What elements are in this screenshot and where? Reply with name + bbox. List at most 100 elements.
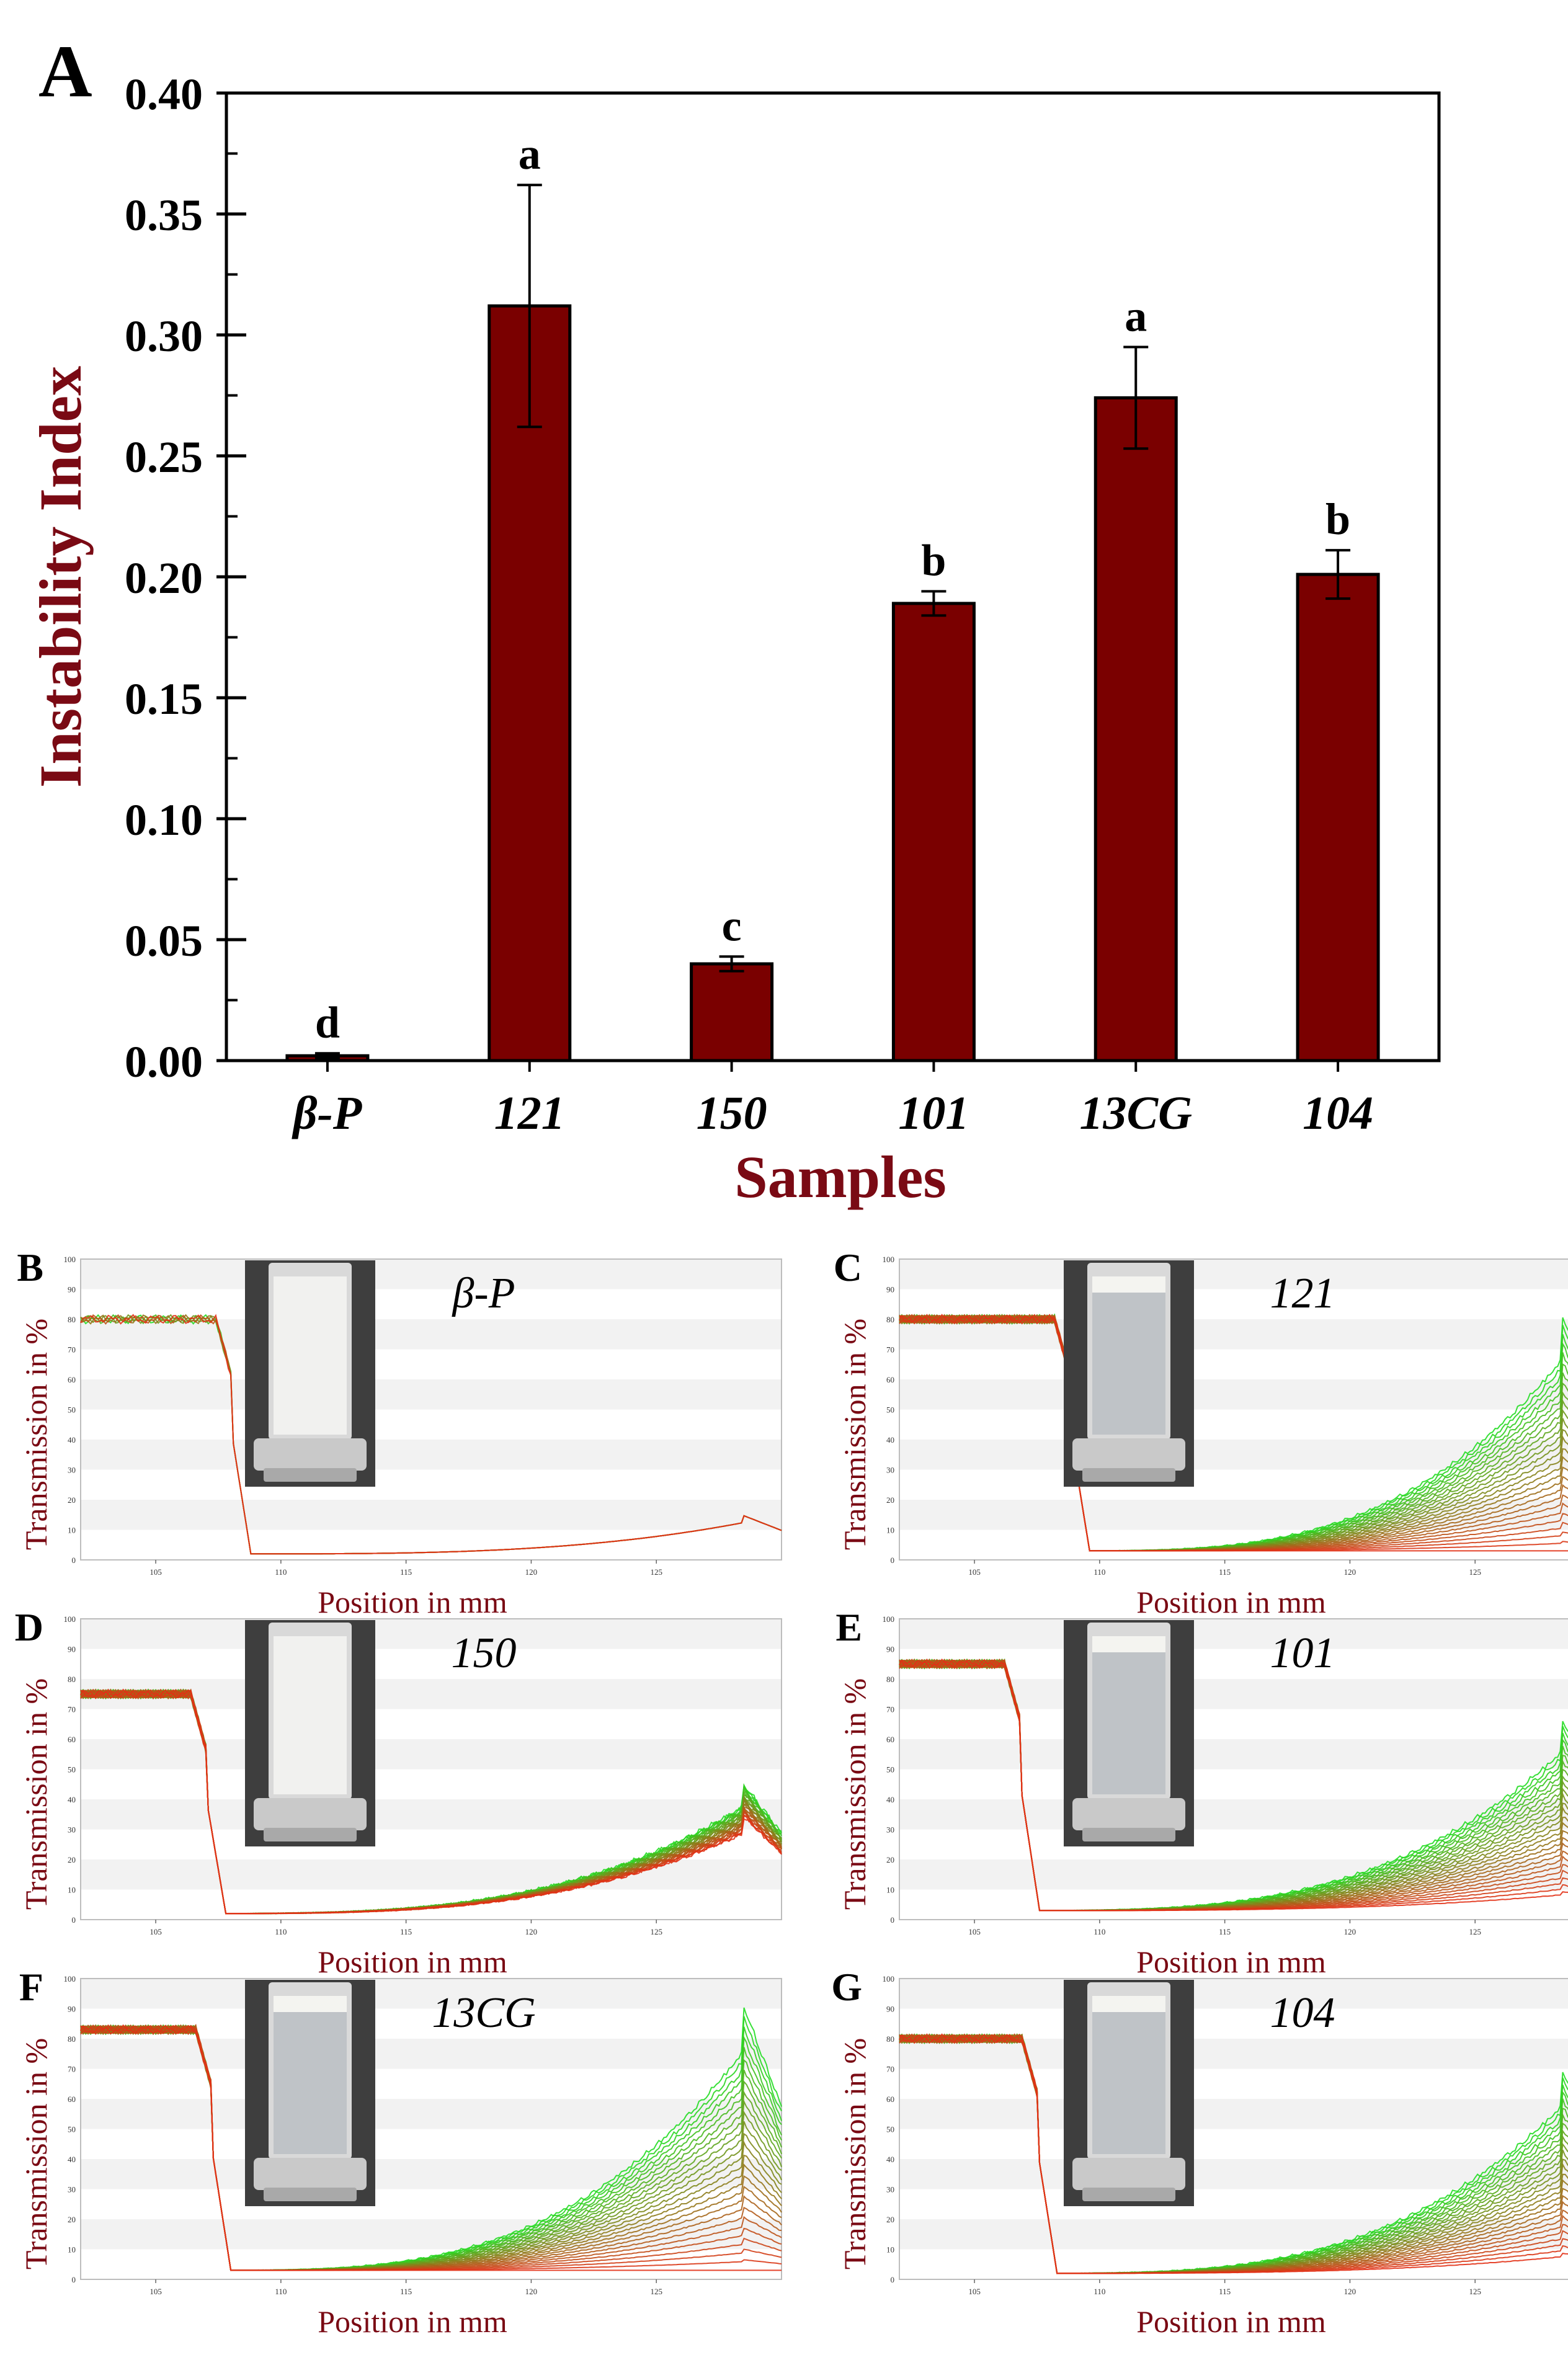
grid-band bbox=[81, 1979, 782, 2009]
y-tick-label: 20 bbox=[886, 1495, 894, 1505]
y-tick-label: 100 bbox=[64, 1974, 76, 1984]
x-tick-label: 121 bbox=[494, 1087, 565, 1139]
y-tick-label: 40 bbox=[886, 1435, 894, 1445]
y-tick-label: 80 bbox=[68, 1675, 76, 1684]
y-axis-title: Transmission in % bbox=[19, 1678, 53, 1910]
panel-e: 0 10 20 30 40 50 60 70 80 90 100 105 110 115 120 125 101… bbox=[835, 1605, 1568, 1979]
x-tick-label: 110 bbox=[1094, 1927, 1105, 1936]
y-tick-label: 90 bbox=[68, 1645, 76, 1654]
x-tick-label: 115 bbox=[1219, 1567, 1231, 1577]
grid-band bbox=[899, 1979, 1568, 2009]
y-tick-label: 0.40 bbox=[125, 69, 203, 119]
y-tick-label: 70 bbox=[886, 1705, 894, 1714]
y-tick-label: 90 bbox=[68, 2005, 76, 2014]
y-tick-label: 0.25 bbox=[125, 432, 203, 482]
x-tick-label: 110 bbox=[275, 1567, 287, 1577]
vial-photo bbox=[1064, 1980, 1194, 2206]
x-tick-label: 105 bbox=[149, 1927, 162, 1936]
grid-band bbox=[899, 1500, 1568, 1530]
x-tick-label: 115 bbox=[1219, 1927, 1231, 1936]
x-tick-label: 115 bbox=[400, 1927, 412, 1936]
x-tick-label: β-P bbox=[292, 1087, 362, 1139]
panel-letter: G bbox=[831, 1965, 862, 2009]
y-tick-label: 0 bbox=[72, 2275, 76, 2284]
y-tick-label: 60 bbox=[886, 1735, 894, 1744]
y-tick-label: 80 bbox=[886, 1315, 894, 1324]
y-tick-label: 0 bbox=[72, 1556, 76, 1565]
x-tick-label: 120 bbox=[1344, 1567, 1356, 1577]
transmission-curve bbox=[80, 1314, 782, 1555]
grid-band bbox=[81, 1739, 782, 1770]
y-tick-label: 20 bbox=[886, 2215, 894, 2224]
vial-photo bbox=[1064, 1620, 1194, 1846]
vial-photo bbox=[1064, 1260, 1194, 1487]
significance-letter: d bbox=[315, 997, 340, 1047]
grid-band bbox=[899, 1619, 1568, 1649]
y-tick-label: 60 bbox=[68, 1735, 76, 1744]
y-axis-title: Transmission in % bbox=[19, 2038, 53, 2269]
y-tick-label: 30 bbox=[886, 1466, 894, 1475]
grid-band bbox=[81, 1259, 782, 1289]
y-tick-label: 30 bbox=[886, 1825, 894, 1835]
y-tick-label: 80 bbox=[68, 2034, 76, 2044]
transmission-curve bbox=[80, 1688, 782, 1915]
y-tick-label: 90 bbox=[886, 1645, 894, 1654]
y-tick-label: 50 bbox=[68, 2125, 76, 2134]
y-tick-label: 50 bbox=[886, 1405, 894, 1415]
y-axis-title: Transmission in % bbox=[19, 1319, 53, 1550]
y-tick-label: 0 bbox=[72, 1915, 76, 1925]
y-tick-label: 0.10 bbox=[125, 795, 203, 845]
grid-band bbox=[899, 1440, 1568, 1470]
x-tick-label: 105 bbox=[968, 2287, 981, 2296]
plot-frame bbox=[899, 1618, 1568, 1920]
panel-letter-a: A bbox=[38, 30, 92, 112]
x-axis-title: Position in mm bbox=[1136, 1944, 1326, 1979]
y-tick-label: 0.00 bbox=[125, 1037, 203, 1087]
grid-band bbox=[81, 1619, 782, 1649]
panel-a: A 0.00 0.05 0.10 0.15 0.20 0.25 0.30 0.35 0.40 d… bbox=[27, 30, 1441, 1210]
y-tick-label: 0 bbox=[891, 2275, 895, 2284]
x-axis-title: Samples bbox=[734, 1144, 946, 1210]
y-tick-label: 80 bbox=[68, 1315, 76, 1324]
sample-label: 121 bbox=[1270, 1270, 1335, 1317]
x-tick-label: 13CG bbox=[1079, 1087, 1192, 1139]
y-axis-title: Transmission in % bbox=[837, 1319, 872, 1550]
y-tick-label: 100 bbox=[64, 1255, 76, 1264]
x-tick-label: 115 bbox=[400, 2287, 412, 2296]
significance-letter: a bbox=[519, 129, 541, 179]
x-tick-label: 125 bbox=[650, 2287, 662, 2296]
plot-frame bbox=[899, 1978, 1568, 2280]
x-tick-label: 105 bbox=[149, 2287, 162, 2296]
grid-band bbox=[81, 1319, 782, 1350]
plot-frame bbox=[80, 1618, 782, 1920]
y-tick-label: 40 bbox=[68, 1795, 76, 1804]
sample-label: 13CG bbox=[432, 1989, 535, 2037]
panel-letter: D bbox=[15, 1605, 43, 1649]
y-tick-label: 70 bbox=[68, 1345, 76, 1355]
y-tick-label: 70 bbox=[886, 1345, 894, 1355]
x-tick-label: 125 bbox=[650, 1567, 662, 1577]
transmission-curve bbox=[899, 1314, 1568, 1552]
y-tick-label: 40 bbox=[68, 1435, 76, 1445]
grid-band bbox=[899, 1679, 1568, 1709]
grid-band bbox=[899, 1379, 1568, 1410]
y-tick-label: 40 bbox=[68, 2155, 76, 2164]
bar-121 bbox=[488, 304, 572, 1062]
panel-f: 0 10 20 30 40 50 60 70 80 90 100 105 110 115 120 125 13C… bbox=[19, 1965, 782, 2339]
y-tick-label: 50 bbox=[68, 1765, 76, 1774]
x-axis-title: Position in mm bbox=[1136, 1585, 1326, 1619]
grid-band bbox=[81, 1379, 782, 1410]
x-tick-label: 120 bbox=[1344, 2287, 1356, 2296]
grid-band bbox=[81, 2039, 782, 2069]
y-tick-label: 40 bbox=[886, 2155, 894, 2164]
y-tick-label: 0.05 bbox=[125, 916, 203, 966]
sample-label: 104 bbox=[1270, 1989, 1335, 2037]
plot-frame bbox=[899, 1258, 1568, 1561]
vial-photo bbox=[245, 1980, 375, 2206]
significance-letter: c bbox=[722, 901, 742, 950]
x-tick-label: 115 bbox=[400, 1567, 412, 1577]
x-tick-label: 105 bbox=[968, 1927, 981, 1936]
y-tick-label: 20 bbox=[886, 1855, 894, 1864]
y-tick-label: 0.35 bbox=[125, 190, 203, 240]
